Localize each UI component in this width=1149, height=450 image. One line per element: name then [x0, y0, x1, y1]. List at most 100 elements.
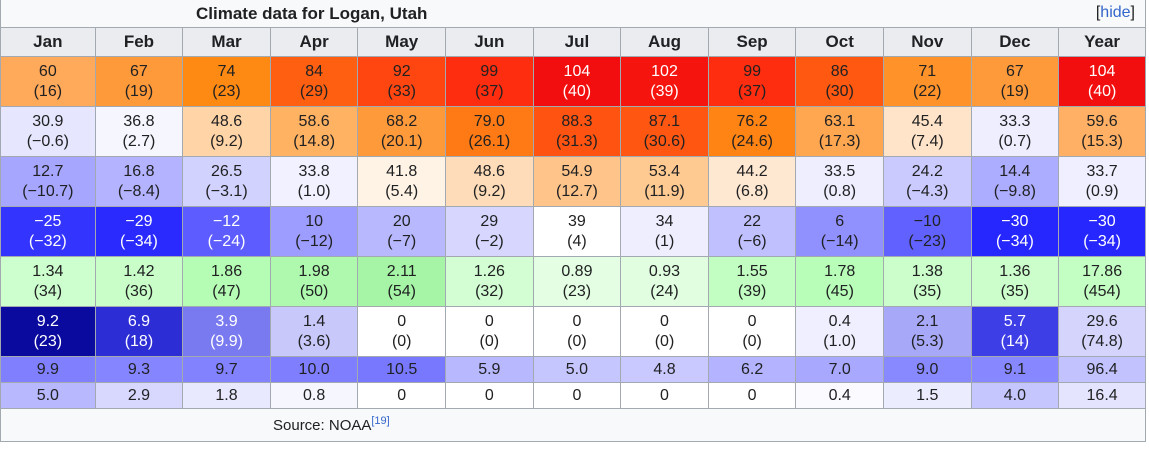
cell-value-metric: (20.1) [380, 132, 423, 150]
cell-record-high-year: 104 (40) [1058, 56, 1146, 107]
cell-value-metric: (22) [913, 82, 942, 100]
cell-record-low-nov: −10 (−23) [882, 206, 972, 257]
column-header-year: Year [1058, 27, 1146, 57]
cell-value: 12.7 [32, 162, 64, 180]
cell-record-high-may: 92 (33) [357, 56, 447, 107]
cell-value-metric: (3.6) [297, 332, 331, 350]
cell-value-metric: (26.1) [468, 132, 511, 150]
cell-snowy-days-mar: 1.8 [182, 382, 271, 409]
cell-value-metric: (−0.6) [26, 132, 69, 150]
table-caption: Climate data for Logan, Utah [hide] [0, 0, 1146, 28]
cell-value: 20 [392, 212, 411, 230]
cell-record-low-jun: 29 (−2) [445, 206, 534, 257]
cell-mean-min-aug: 53.4 (11.9) [620, 156, 709, 207]
cell-value: 0 [397, 386, 407, 404]
cell-mean-min-mar: 26.5 (−3.1) [182, 156, 271, 207]
cell-value-metric: (0.8) [823, 182, 857, 200]
cell-value-metric: (31.3) [556, 132, 598, 150]
cell-snowfall-may: 0 (0) [357, 306, 447, 357]
cell-value-metric: (37) [475, 82, 504, 100]
cell-precipitation-mar: 1.86 (47) [182, 256, 271, 307]
column-header-jan: Jan [0, 27, 96, 57]
cell-record-high-jun: 99 (37) [445, 56, 534, 107]
cell-value-metric: (9.9) [210, 332, 243, 350]
cell-record-low-feb: −29 (−34) [94, 206, 184, 257]
cell-value-metric: (0) [479, 332, 500, 350]
column-header-jul: Jul [532, 27, 622, 57]
cell-value: 33.3 [999, 112, 1031, 130]
cell-value: 96.4 [1086, 360, 1118, 378]
cell-value: 1.78 [824, 262, 856, 280]
cell-value: 67 [130, 62, 148, 80]
cell-record-high-dec: 67 (19) [970, 56, 1060, 107]
cell-value: 1.5 [916, 386, 939, 404]
cell-record-low-mar: −12 (−24) [182, 206, 271, 257]
cell-value: 9.7 [215, 360, 238, 378]
cell-value-metric: (454) [1083, 282, 1121, 300]
cell-snowfall-feb: 6.9 (18) [94, 306, 184, 357]
cell-value: 2.1 [916, 312, 939, 330]
cell-value: 88.3 [561, 112, 593, 130]
cell-snowy-days-oct: 0.4 [795, 382, 884, 409]
column-header-sep: Sep [707, 27, 797, 57]
cell-value-metric: (0.7) [998, 132, 1032, 150]
cell-mean-min-oct: 33.5 (0.8) [795, 156, 884, 207]
cell-snowy-days-feb: 2.9 [94, 382, 184, 409]
cell-value: 5.0 [565, 360, 589, 378]
cell-value: 22 [743, 212, 761, 230]
cell-value: 16.8 [123, 162, 155, 180]
cell-precipitation-year: 17.86 (454) [1058, 256, 1146, 307]
cell-value: −12 [212, 212, 241, 230]
cell-value: 63.1 [824, 112, 856, 130]
cell-precipitation-days-apr: 10.0 [269, 356, 359, 383]
cell-snowy-days-sep: 0 [707, 382, 797, 409]
cell-value: 92 [392, 62, 411, 80]
column-header-nov: Nov [882, 27, 972, 57]
source-reference-link[interactable]: [19] [371, 415, 390, 427]
caption-row: Climate data for Logan, Utah [hide] [0, 0, 1146, 28]
source-note: Source: NOAA[19] [273, 415, 390, 434]
cell-snowy-days-jan: 5.0 [0, 382, 96, 409]
cell-value: 2.11 [386, 262, 417, 280]
column-header-feb: Feb [94, 27, 184, 57]
hide-link[interactable]: hide [1100, 4, 1131, 21]
cell-mean-min-may: 41.8 (5.4) [357, 156, 447, 207]
row-record-high: 60 (16) 67 (19) 74 (23) 84 (29) 92 (33) 99 (37) 104 (… [0, 56, 1146, 107]
cell-value: 44.2 [736, 162, 768, 180]
cell-snowy-days-nov: 1.5 [882, 382, 972, 409]
cell-value-metric: (29) [299, 82, 329, 100]
cell-value: 1.4 [303, 312, 326, 330]
cell-value: 1.36 [999, 262, 1031, 280]
cell-value: 33.8 [298, 162, 330, 180]
column-header-oct: Oct [795, 27, 884, 57]
cell-value: 4.8 [653, 360, 676, 378]
cell-snowfall-aug: 0 (0) [620, 306, 709, 357]
cell-value-metric: (16) [33, 82, 63, 100]
cell-value-metric: (15.3) [1081, 132, 1123, 150]
cell-record-low-jul: 39 (4) [532, 206, 622, 257]
cell-value-metric: (35) [913, 282, 942, 300]
cell-value-metric: (0) [654, 332, 675, 350]
cell-snowfall-dec: 5.7 (14) [970, 306, 1060, 357]
cell-value: 3.9 [215, 312, 238, 330]
cell-value-metric: (45) [825, 282, 854, 300]
cell-value-metric: (0) [391, 332, 412, 350]
cell-value: 1.8 [215, 386, 238, 404]
cell-record-high-nov: 71 (22) [882, 56, 972, 107]
cell-precipitation-jun: 1.26 (32) [445, 256, 534, 307]
cell-value: 1.26 [473, 262, 505, 280]
column-header-apr: Apr [269, 27, 359, 57]
cell-value: 6.9 [127, 312, 151, 330]
cell-value: 48.6 [210, 112, 243, 130]
cell-value: 36.8 [123, 112, 155, 130]
cell-value: 74 [217, 62, 236, 80]
cell-value: 10.0 [298, 360, 330, 378]
cell-value: 1.98 [298, 262, 330, 280]
cell-value: −30 [1088, 212, 1116, 230]
cell-value: 33.5 [824, 162, 856, 180]
column-header-may: May [357, 27, 447, 57]
cell-value: 1.55 [736, 262, 768, 280]
cell-value-metric: (14.8) [293, 132, 336, 150]
cell-value: −10 [913, 212, 941, 230]
